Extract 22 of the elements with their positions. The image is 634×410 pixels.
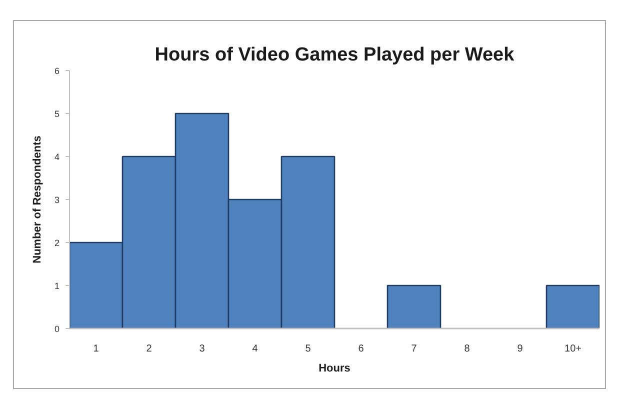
chart-title: Hours of Video Games Played per Week (154, 44, 515, 66)
y-tick-label: 2 (54, 238, 60, 248)
x-tick-label: 3 (199, 344, 206, 354)
y-tick-label: 0 (54, 324, 60, 334)
x-tick-label: 5 (305, 344, 312, 354)
y-tick-label: 1 (54, 281, 60, 291)
y-tick-label: 5 (54, 109, 60, 119)
x-tick-label: 10+ (564, 344, 582, 354)
x-tick-label: 1 (93, 344, 100, 354)
x-tick-label: 8 (464, 344, 470, 354)
x-tick-label: 2 (146, 344, 152, 354)
bar (546, 284, 600, 328)
y-tick-label: 3 (54, 195, 60, 205)
y-axis-title: Number of Respondents (31, 136, 44, 264)
x-tick-label: 7 (411, 344, 418, 354)
y-tick-label: 6 (54, 66, 60, 76)
x-axis-title: Hours (318, 362, 350, 374)
x-tick-label: 9 (517, 344, 524, 354)
y-tick-label: 4 (54, 152, 60, 162)
x-tick-label: 4 (252, 344, 258, 354)
bar (386, 284, 442, 328)
x-tick-label: 6 (358, 344, 364, 354)
